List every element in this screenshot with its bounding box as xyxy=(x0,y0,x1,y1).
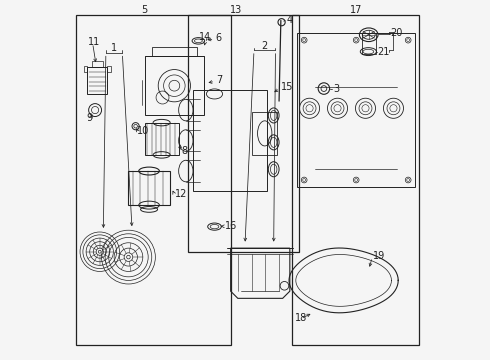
Text: 21: 21 xyxy=(378,46,390,57)
Text: 4: 4 xyxy=(286,15,293,26)
Bar xyxy=(87,67,107,94)
Text: 5: 5 xyxy=(142,5,147,15)
Text: 6: 6 xyxy=(216,33,221,42)
Text: 10: 10 xyxy=(137,126,149,136)
Text: 15: 15 xyxy=(281,82,293,93)
Bar xyxy=(193,90,267,191)
Bar xyxy=(362,33,376,54)
Bar xyxy=(128,171,170,205)
Text: 8: 8 xyxy=(181,146,188,156)
Text: 3: 3 xyxy=(333,84,339,94)
Text: 16: 16 xyxy=(225,221,238,231)
Bar xyxy=(152,47,196,56)
Text: 11: 11 xyxy=(88,37,100,47)
Bar xyxy=(145,123,179,155)
Bar xyxy=(107,66,111,72)
Text: 12: 12 xyxy=(175,189,188,199)
Text: 17: 17 xyxy=(350,5,363,15)
Text: 1: 1 xyxy=(111,43,117,53)
Bar xyxy=(84,66,87,72)
Bar xyxy=(188,15,299,252)
Bar xyxy=(145,56,204,116)
Bar xyxy=(92,60,103,67)
Bar xyxy=(297,33,416,187)
Bar xyxy=(252,112,277,155)
Bar xyxy=(76,15,231,345)
Text: 2: 2 xyxy=(262,41,268,50)
Text: 19: 19 xyxy=(373,251,386,261)
Text: 18: 18 xyxy=(295,313,307,323)
Text: 20: 20 xyxy=(390,28,403,38)
Text: 7: 7 xyxy=(216,75,222,85)
Bar xyxy=(292,15,419,345)
Text: 13: 13 xyxy=(230,5,242,15)
Text: 14: 14 xyxy=(199,32,212,41)
Text: 9: 9 xyxy=(86,113,92,123)
